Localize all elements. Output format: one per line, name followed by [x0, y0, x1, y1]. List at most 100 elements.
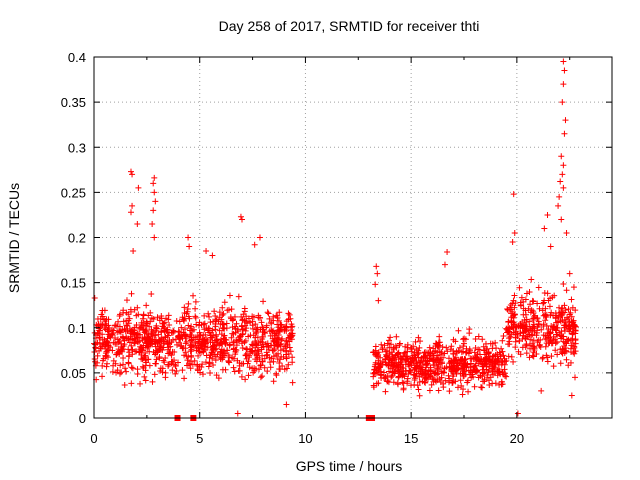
data-point: [508, 310, 515, 317]
data-point: [505, 318, 512, 325]
data-point: [500, 333, 507, 340]
data-point: [266, 315, 273, 322]
data-point: [134, 370, 141, 377]
data-point: [416, 392, 423, 399]
data-point: [209, 252, 216, 259]
data-point: [174, 359, 181, 366]
data-point: [510, 191, 517, 198]
data-point: [448, 360, 455, 367]
data-point: [182, 345, 189, 352]
data-point: [566, 270, 573, 277]
data-point: [229, 354, 236, 361]
data-point: [228, 306, 235, 313]
data-point: [257, 338, 264, 345]
data-point: [460, 343, 467, 350]
data-point: [263, 343, 270, 350]
data-point: [561, 67, 568, 74]
data-point: [212, 333, 219, 340]
data-point: [394, 380, 401, 387]
data-point: [229, 330, 236, 337]
data-point: [143, 340, 150, 347]
data-point: [157, 365, 164, 372]
data-point: [230, 364, 237, 371]
data-point: [415, 334, 422, 341]
data-point: [133, 331, 140, 338]
data-point: [228, 315, 235, 322]
data-point: [179, 367, 186, 374]
data-point: [537, 336, 544, 343]
data-point: [246, 354, 253, 361]
data-point: [480, 378, 487, 385]
data-point: [289, 379, 296, 386]
data-point: [382, 374, 389, 381]
data-point: [289, 354, 296, 361]
data-point: [423, 374, 430, 381]
data-point: [434, 356, 441, 363]
data-point: [382, 388, 389, 395]
data-point: [188, 337, 195, 344]
data-point: [123, 368, 130, 375]
data-point: [96, 334, 103, 341]
data-point: [165, 332, 172, 339]
data-point: [411, 377, 418, 384]
data-point: [475, 333, 482, 340]
data-point: [250, 325, 257, 332]
data-point: [384, 340, 391, 347]
data-point: [530, 337, 537, 344]
data-point: [242, 352, 249, 359]
data-point: [194, 333, 201, 340]
data-point: [128, 168, 134, 175]
data-point: [416, 344, 423, 351]
data-point: [244, 360, 251, 367]
data-point: [450, 350, 457, 357]
data-point: [162, 374, 169, 381]
data-point: [270, 347, 277, 354]
data-point: [102, 350, 109, 357]
data-point: [472, 335, 479, 342]
data-point: [179, 335, 186, 342]
data-point: [460, 348, 467, 355]
data-point: [237, 213, 244, 220]
data-point: [226, 359, 233, 366]
data-point: [211, 308, 218, 315]
data-point: [181, 375, 188, 382]
data-point: [243, 345, 250, 352]
data-point: [166, 336, 173, 343]
data-point: [426, 387, 433, 394]
data-point: [572, 323, 579, 330]
data-point: [423, 361, 430, 368]
data-point: [405, 370, 412, 377]
data-point: [120, 355, 127, 362]
data-point: [470, 373, 477, 380]
data-point: [546, 303, 553, 310]
data-point: [202, 331, 209, 338]
data-point: [555, 202, 562, 209]
data-point: [424, 357, 431, 364]
data-point: [156, 338, 163, 345]
data-point: [454, 361, 461, 368]
data-point: [534, 300, 541, 307]
data-point: [124, 322, 131, 329]
data-point: [384, 377, 391, 384]
data-point: [388, 349, 395, 356]
data-point: [520, 298, 527, 305]
data-point: [99, 373, 106, 380]
y-tick-label: 0.25: [61, 185, 86, 200]
data-point: [496, 381, 503, 388]
data-point: [129, 365, 136, 372]
data-point: [148, 290, 155, 297]
y-tick-label: 0.35: [61, 95, 86, 110]
data-point: [542, 312, 549, 319]
data-point: [556, 304, 563, 311]
data-point: [187, 327, 194, 334]
data-point: [407, 367, 414, 374]
data-point: [371, 366, 378, 373]
data-point: [430, 368, 437, 375]
data-point: [509, 239, 516, 246]
x-axis-ticks: 0 5 10 15 20: [90, 57, 571, 446]
data-point: [186, 243, 193, 250]
data-point: [283, 355, 290, 362]
data-point: [561, 316, 568, 323]
data-point: [94, 352, 101, 359]
